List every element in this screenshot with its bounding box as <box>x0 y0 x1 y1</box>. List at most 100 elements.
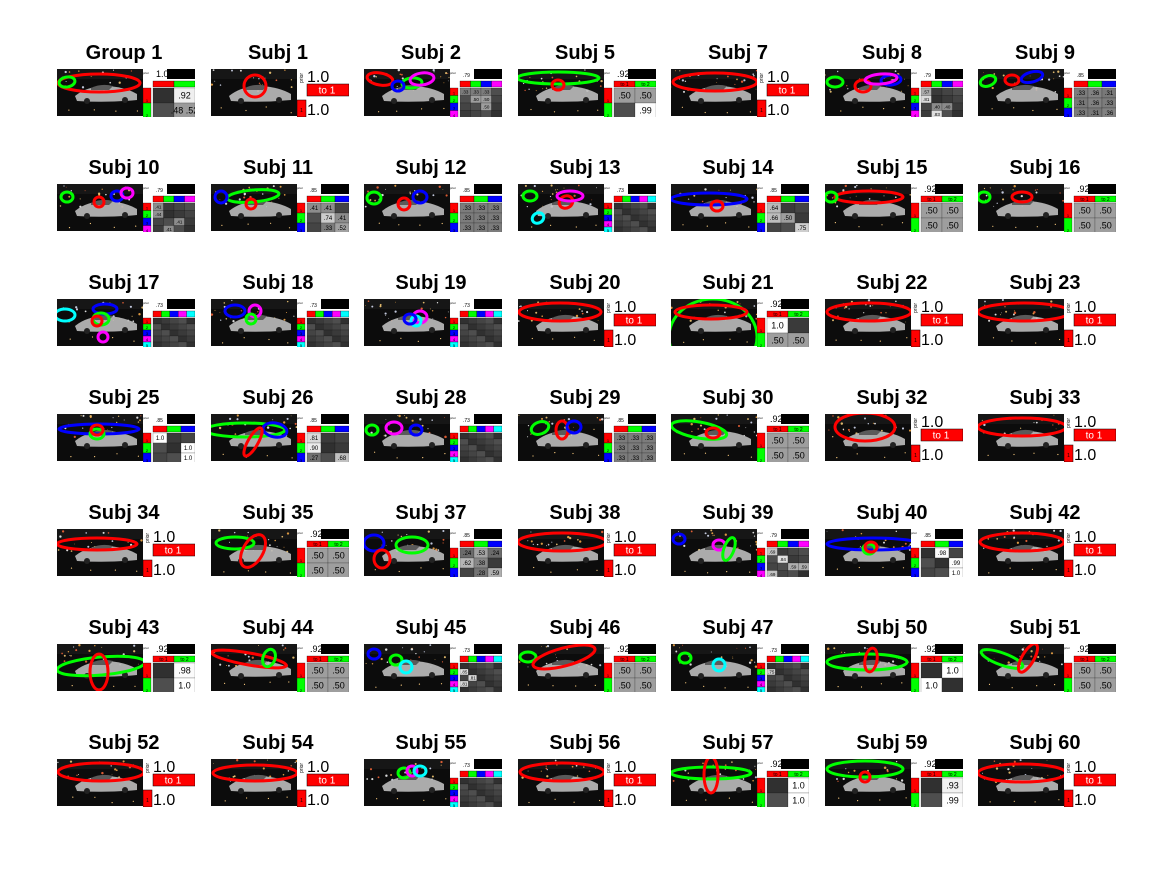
scene-sky <box>825 529 911 539</box>
scene-light <box>750 545 752 547</box>
matrix-cell <box>459 795 469 803</box>
road-light <box>906 337 908 339</box>
prior-value: .92 <box>617 69 630 79</box>
road-light <box>441 222 443 225</box>
road-light <box>550 224 552 226</box>
car-window <box>552 314 574 320</box>
cluster-ellipse <box>521 189 539 203</box>
header-label: to 1 <box>620 82 629 88</box>
cluster-ellipse <box>211 763 297 783</box>
cluster-ellipse <box>239 533 267 569</box>
matrix-cell <box>941 110 953 117</box>
scene-light <box>380 657 383 661</box>
transition-value: .33 <box>463 206 472 212</box>
car-wheel <box>852 673 858 679</box>
matrix-cell <box>468 335 477 343</box>
panel-title: Subj 28 <box>395 387 467 409</box>
row-swatch <box>757 447 766 462</box>
header-cell <box>1073 428 1116 442</box>
matrix-cell <box>948 547 963 559</box>
car-wheel <box>238 213 244 219</box>
road-light <box>398 224 400 226</box>
car-window <box>1012 544 1034 550</box>
scene-light <box>410 647 414 651</box>
header-label: to 1 <box>165 546 182 557</box>
scene-light <box>84 310 87 313</box>
scene-light <box>909 543 911 546</box>
row-index: 4 <box>453 113 456 117</box>
scene-light <box>885 187 887 189</box>
scene-light <box>556 657 557 659</box>
transition-value: .59 <box>491 571 500 577</box>
prior-value: .85 <box>1077 73 1084 79</box>
subject-panel: Subj 59 prior .92 to 1 to 2 1.93 2.99 <box>825 732 975 832</box>
matrix-cell <box>485 680 494 688</box>
road-light <box>862 106 864 108</box>
matrix-cell <box>487 222 502 232</box>
scene-light <box>551 76 554 79</box>
row-index: 1 <box>914 338 917 344</box>
scene-light <box>239 69 242 72</box>
row-index: 1 <box>760 788 763 793</box>
scene-sky <box>518 414 604 424</box>
header-cell <box>173 195 185 203</box>
scene-light <box>847 771 850 774</box>
transition-value: .50 <box>1078 221 1091 231</box>
road-light <box>1032 109 1034 112</box>
scene-light <box>133 650 136 653</box>
scene-light <box>1030 650 1033 653</box>
matrix-cell <box>493 801 502 807</box>
scene-light <box>90 542 92 543</box>
scene-light <box>266 426 270 429</box>
header-cell <box>487 540 502 548</box>
prior-label: prior <box>297 186 303 190</box>
transition-value: .41 <box>166 227 173 232</box>
scene-light <box>595 768 596 770</box>
row-index: 2 <box>300 448 303 453</box>
road-light <box>247 570 249 572</box>
prior-label: prior <box>604 646 610 650</box>
scene-light <box>447 80 449 82</box>
matrix-cell <box>476 777 486 785</box>
header-cell <box>180 425 195 433</box>
scene-light <box>671 306 673 309</box>
scene-light <box>431 419 433 421</box>
matrix-cell <box>323 329 333 337</box>
prior-label: prior <box>145 763 151 773</box>
scene-light <box>430 542 433 545</box>
car-wheel <box>1005 98 1011 104</box>
scene-light <box>442 538 445 541</box>
row-index: 3 <box>914 573 917 577</box>
scene-thumbnail <box>518 529 604 576</box>
scene-light <box>541 190 544 193</box>
scene-light <box>1060 774 1061 776</box>
road-light <box>290 112 292 114</box>
scene-light <box>983 547 985 549</box>
transition-value: .28 <box>477 571 486 577</box>
scene-light <box>535 90 537 92</box>
road-light <box>573 801 575 803</box>
car-wheel <box>122 672 128 678</box>
scene-light <box>138 312 141 316</box>
scene-light <box>219 312 221 313</box>
prior-label: prior <box>297 416 303 420</box>
matrix-cell <box>468 783 477 791</box>
panel-title: Subj 22 <box>856 272 928 294</box>
car-window <box>1012 774 1034 780</box>
scene-light <box>901 427 905 430</box>
cluster-ellipse <box>405 764 419 778</box>
scene-sky <box>57 644 143 654</box>
cluster-ellipse <box>518 301 603 323</box>
row-index: 4 <box>453 337 456 342</box>
header-cell <box>459 310 469 318</box>
scene-light <box>1047 774 1049 776</box>
matrix-cell <box>920 777 943 794</box>
transition-value: .50 <box>618 681 631 691</box>
header-cell <box>166 425 182 433</box>
scene-light <box>248 659 251 662</box>
scene-light <box>836 778 838 780</box>
road-light <box>1035 342 1037 344</box>
transition-value: .33 <box>617 446 626 452</box>
scene-light <box>683 544 686 547</box>
row-index: 5 <box>760 688 763 692</box>
